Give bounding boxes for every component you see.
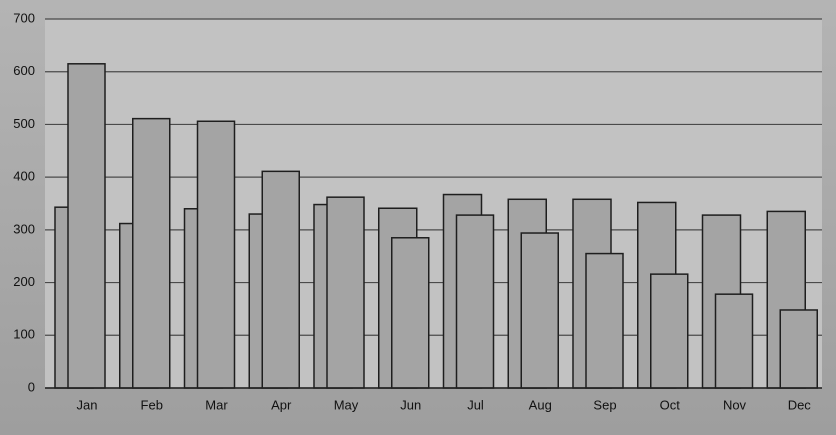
x-tick-label: Oct (660, 397, 681, 412)
x-tick-label: Aug (529, 397, 552, 412)
x-tick-label: Jul (467, 397, 484, 412)
y-tick-label: 200 (13, 274, 35, 289)
x-tick-label: Apr (271, 397, 292, 412)
y-tick-label: 600 (13, 63, 35, 78)
y-tick-label: 500 (13, 116, 35, 131)
x-tick-label: Sep (593, 397, 616, 412)
bar (132, 117, 171, 389)
x-tick-label: May (334, 397, 359, 412)
bar (261, 170, 300, 389)
plot-area (45, 19, 822, 388)
y-tick-label: 400 (13, 169, 35, 184)
y-tick-label: 0 (28, 379, 35, 394)
bar (650, 273, 689, 389)
bar (391, 237, 430, 389)
x-tick-label: Mar (205, 397, 228, 412)
bar (714, 293, 754, 389)
x-tick-label: Jun (400, 397, 421, 412)
y-tick-label: 300 (13, 221, 35, 236)
bar (520, 232, 559, 389)
x-tick-label: Feb (141, 397, 163, 412)
y-tick-label: 100 (13, 327, 35, 342)
bar (779, 309, 818, 389)
bar (326, 196, 365, 389)
bar (196, 120, 236, 389)
y-tick-label: 700 (13, 10, 35, 25)
x-tick-label: Dec (788, 397, 812, 412)
bar (67, 63, 106, 389)
bar (455, 214, 495, 389)
x-tick-label: Nov (723, 397, 747, 412)
bar (585, 252, 624, 389)
x-tick-label: Jan (77, 397, 98, 412)
